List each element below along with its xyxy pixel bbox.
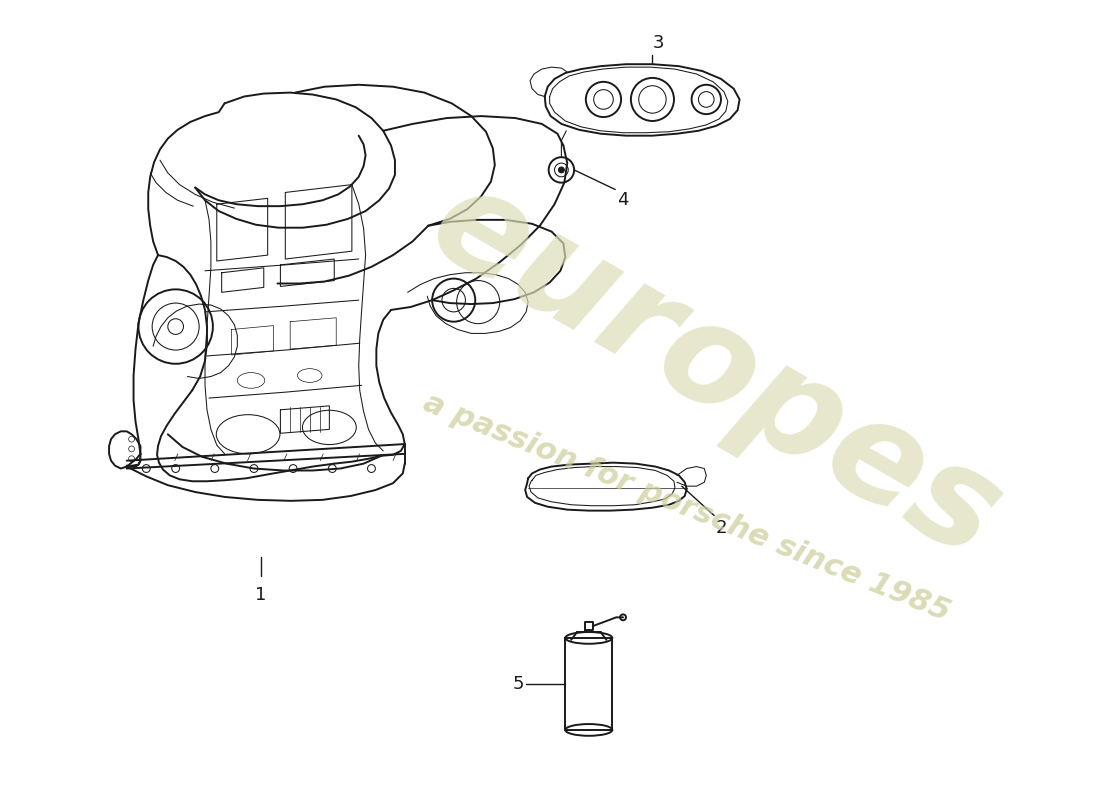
Text: 2: 2 — [716, 519, 727, 538]
Text: a passion for porsche since 1985: a passion for porsche since 1985 — [419, 388, 955, 627]
Text: 3: 3 — [652, 34, 664, 53]
Text: 1: 1 — [255, 586, 266, 604]
Text: 5: 5 — [513, 675, 525, 693]
Text: 4: 4 — [617, 191, 629, 210]
Text: europes: europes — [408, 154, 1024, 587]
Circle shape — [559, 167, 564, 173]
